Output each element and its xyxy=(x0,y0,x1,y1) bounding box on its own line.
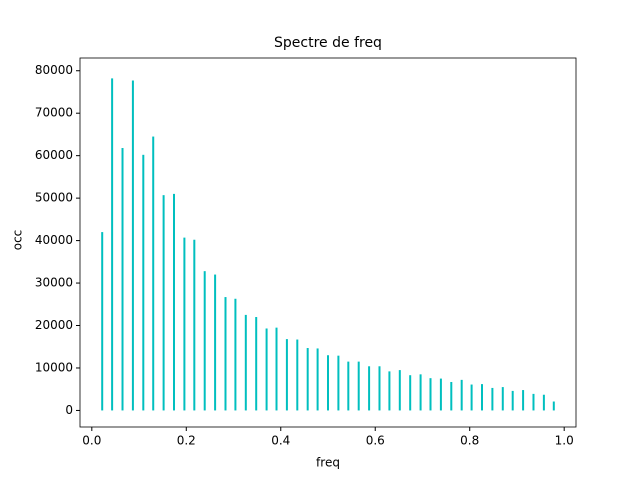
plot-frame xyxy=(79,57,577,428)
bar xyxy=(224,297,227,411)
bar xyxy=(265,328,268,411)
x-tick-label: 0.2 xyxy=(177,434,196,448)
bar xyxy=(101,232,104,411)
bar xyxy=(316,348,319,411)
x-tick-label: 0.6 xyxy=(366,434,385,448)
bar xyxy=(244,314,247,411)
bar xyxy=(480,384,483,411)
y-tick-label: 20000 xyxy=(35,318,73,332)
bar xyxy=(357,361,360,411)
y-tick-label: 80000 xyxy=(35,63,73,77)
bar xyxy=(368,366,371,411)
bar xyxy=(409,375,412,411)
bar xyxy=(522,390,525,411)
y-tick-label: 70000 xyxy=(35,106,73,120)
bar xyxy=(337,355,340,411)
x-axis-label: freq xyxy=(316,456,340,470)
y-tick-label: 0 xyxy=(65,403,73,417)
y-axis-label: occ xyxy=(11,230,25,251)
bar xyxy=(296,339,299,411)
bar xyxy=(131,80,134,411)
bar xyxy=(214,274,217,411)
y-tick-label: 40000 xyxy=(35,233,73,247)
x-tick-label: 0.4 xyxy=(271,434,290,448)
bar xyxy=(203,271,206,411)
y-tick-label: 10000 xyxy=(35,360,73,374)
bar xyxy=(470,384,473,411)
bar xyxy=(398,370,401,411)
bar xyxy=(121,148,124,411)
bar xyxy=(429,378,432,411)
bar xyxy=(491,387,494,411)
x-tick-label: 0.8 xyxy=(460,434,479,448)
bar xyxy=(183,237,186,411)
bar xyxy=(152,136,155,411)
bar xyxy=(162,195,165,411)
bar xyxy=(439,378,442,411)
bar xyxy=(327,355,329,411)
bar xyxy=(255,317,258,411)
y-tick-label: 60000 xyxy=(35,148,73,162)
bar xyxy=(285,339,288,411)
bar xyxy=(347,361,350,411)
bar xyxy=(542,394,545,411)
chart-title: Spectre de freq xyxy=(274,35,382,51)
bar xyxy=(552,401,555,411)
bar xyxy=(234,298,237,411)
bar xyxy=(450,381,453,411)
x-tick-label: 0.0 xyxy=(82,434,101,448)
bar xyxy=(193,239,196,411)
bar xyxy=(111,78,114,411)
bar xyxy=(460,379,463,411)
bar xyxy=(173,193,176,411)
bar xyxy=(419,374,422,411)
bar xyxy=(306,348,309,411)
bar xyxy=(378,366,381,411)
bar xyxy=(275,327,278,411)
bar xyxy=(388,371,391,411)
bar xyxy=(532,393,535,411)
bar xyxy=(501,387,504,411)
y-tick-label: 50000 xyxy=(35,191,73,205)
y-tick-label: 30000 xyxy=(35,276,73,290)
x-tick-label: 1.0 xyxy=(555,434,574,448)
bar xyxy=(142,154,145,411)
bar xyxy=(511,390,514,411)
